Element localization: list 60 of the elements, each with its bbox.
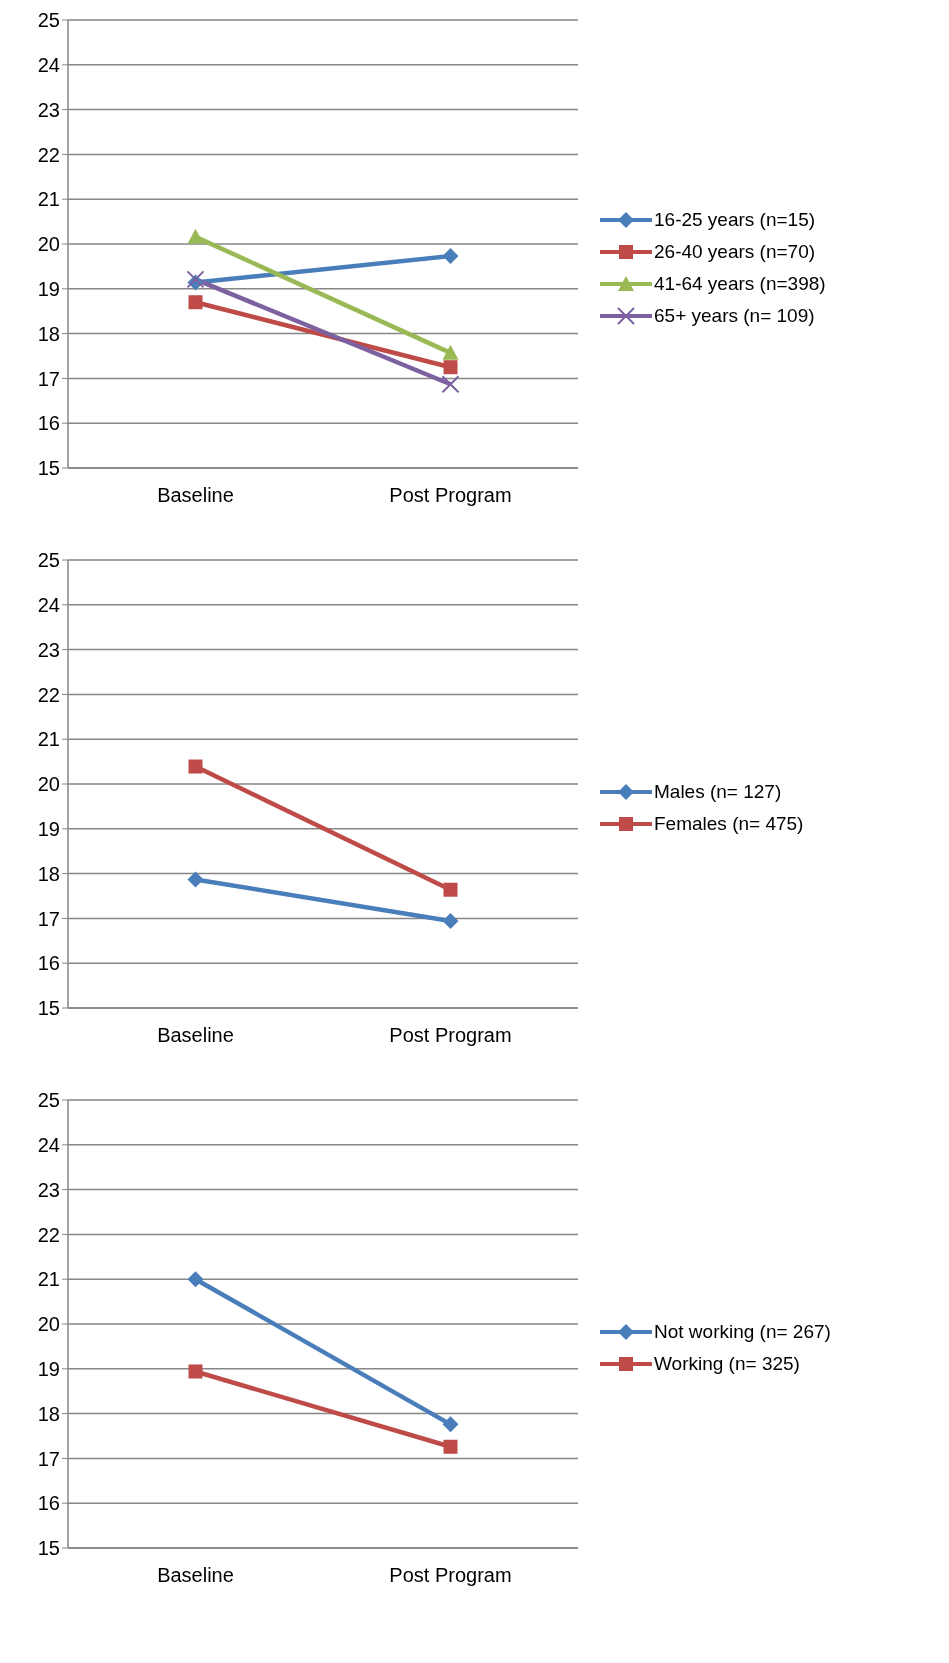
x-tick-label: Post Program <box>389 1564 512 1587</box>
y-tick-label: 16 <box>37 412 60 435</box>
point <box>442 913 459 930</box>
point <box>187 871 204 888</box>
legend-label: Working (n= 325) <box>654 1353 800 1375</box>
y-tick-label: 23 <box>37 638 60 661</box>
y-tick-label: 22 <box>37 683 60 706</box>
point <box>442 248 459 265</box>
point <box>188 759 203 774</box>
y-tick-label: 17 <box>37 907 60 930</box>
y-tick-label: 25 <box>37 549 60 572</box>
y-tick-label: 24 <box>37 1133 60 1156</box>
point <box>188 1364 203 1379</box>
legend-label: 26-40 years (n=70) <box>654 241 816 263</box>
x-tick-label: Baseline <box>157 1564 234 1587</box>
y-tick-label: 21 <box>37 188 60 211</box>
y-tick-label: 16 <box>37 952 60 975</box>
y-tick-label: 24 <box>37 53 60 76</box>
y-tick-label: 20 <box>37 1313 60 1336</box>
y-tick-label: 15 <box>37 457 60 480</box>
x-tick-label: Baseline <box>157 1024 234 1047</box>
y-tick-label: 22 <box>37 1223 60 1246</box>
y-tick-label: 18 <box>37 322 60 345</box>
legend-label: 16-25 years (n=15) <box>654 209 816 231</box>
y-tick-label: 16 <box>37 1492 60 1515</box>
y-tick-label: 23 <box>37 1178 60 1201</box>
y-tick-label: 25 <box>37 9 60 32</box>
point <box>441 375 460 394</box>
y-tick-label: 17 <box>37 367 60 390</box>
y-tick-label: 23 <box>37 98 60 121</box>
y-tick-label: 22 <box>37 143 60 166</box>
y-tick-label: 21 <box>37 728 60 751</box>
y-tick-label: 20 <box>37 233 60 256</box>
x-tick-label: Post Program <box>389 484 512 507</box>
point <box>442 1416 459 1433</box>
point <box>186 270 205 289</box>
y-tick-label: 15 <box>37 997 60 1020</box>
legend-label: 65+ years (n= 109) <box>654 305 815 327</box>
y-tick-label: 18 <box>37 1402 60 1425</box>
y-tick-label: 21 <box>37 1268 60 1291</box>
y-tick-label: 19 <box>37 817 60 840</box>
point <box>188 295 203 310</box>
x-tick-label: Baseline <box>157 484 234 507</box>
x-tick-label: Post Program <box>389 1024 512 1047</box>
y-tick-label: 15 <box>37 1537 60 1560</box>
y-tick-label: 25 <box>37 1089 60 1112</box>
point <box>443 882 458 897</box>
legend-label: Males (n= 127) <box>654 781 782 803</box>
legend-label: 41-64 years (n=398) <box>654 273 826 295</box>
y-tick-label: 24 <box>37 593 60 616</box>
legend-label: Not working (n= 267) <box>654 1321 831 1343</box>
y-tick-label: 18 <box>37 862 60 885</box>
y-tick-label: 19 <box>37 1357 60 1380</box>
point <box>187 1271 204 1288</box>
y-tick-label: 19 <box>37 277 60 300</box>
y-tick-label: 20 <box>37 773 60 796</box>
y-tick-label: 17 <box>37 1447 60 1470</box>
point <box>443 360 458 375</box>
point <box>443 1439 458 1454</box>
legend-label: Females (n= 475) <box>654 813 804 835</box>
